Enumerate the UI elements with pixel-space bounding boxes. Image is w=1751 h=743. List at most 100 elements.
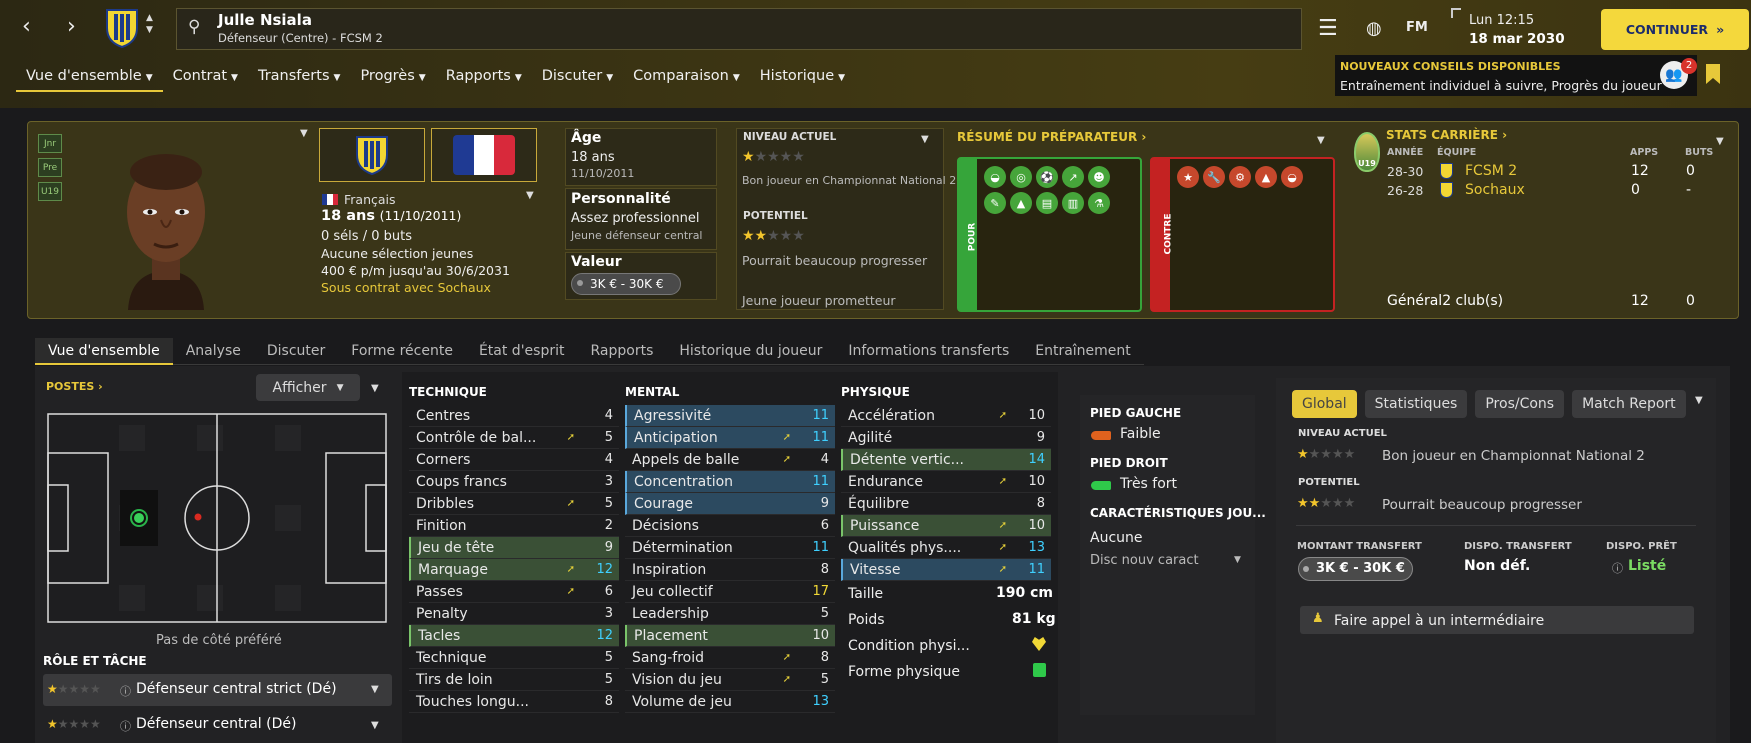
dribble-icon[interactable]: ◒ [984, 166, 1006, 188]
menu-rapports[interactable]: Rapports ▼ [436, 68, 532, 92]
menu-historique[interactable]: Historique ▼ [750, 68, 855, 92]
traits-select[interactable]: Disc nouv caract ▼ [1090, 553, 1250, 573]
info-icon[interactable]: ⓘ [120, 685, 131, 698]
search-bar[interactable] [176, 8, 1302, 50]
transfer-pill[interactable]: 3K € - 30K € [1298, 557, 1413, 581]
attribute-row[interactable]: Marquage ➚ 12 [409, 559, 619, 581]
attribute-row[interactable]: Placement 10 [625, 625, 835, 647]
chevron-down-icon[interactable]: ▼ [300, 128, 308, 139]
attribute-row[interactable]: Inspiration 8 [625, 559, 835, 581]
tab-pros-cons[interactable]: Pros/Cons [1475, 390, 1565, 418]
trend-icon[interactable]: ↗ [1062, 166, 1084, 188]
role-row[interactable] [43, 674, 392, 706]
tab-discuter[interactable]: Discuter [253, 338, 339, 365]
attribute-row[interactable]: Leadership 5 [625, 603, 835, 625]
forward-icon[interactable]: › [67, 14, 76, 39]
chevron-down-icon[interactable]: ▼ [371, 720, 379, 731]
attribute-row[interactable]: Penalty 3 [409, 603, 619, 625]
attribute-row[interactable]: Passes ➚ 6 [409, 581, 619, 603]
tab-vue-ensemble[interactable]: Vue d'ensemble [35, 338, 173, 365]
attribute-row[interactable]: Corners 4 [409, 449, 619, 471]
attribute-row[interactable]: Vitesse ➚ 11 [841, 559, 1051, 581]
attribute-row[interactable]: Jeu de tête 9 [409, 537, 619, 559]
boot-icon[interactable]: ✎ [984, 192, 1006, 214]
attribute-row[interactable]: Coups francs 3 [409, 471, 619, 493]
continue-button[interactable]: CONTINUER » [1601, 9, 1749, 50]
tag-pre[interactable]: Pre [38, 158, 62, 177]
career-row-team[interactable]: Sochaux [1465, 182, 1525, 198]
attribute-row[interactable]: Détente vertic... 14 [841, 449, 1051, 471]
menu-discuter[interactable]: Discuter ▼ [532, 68, 623, 92]
attribute-row[interactable]: Technique 5 [409, 647, 619, 669]
cones-icon[interactable]: ▲ [1010, 192, 1032, 214]
tag-jnr[interactable]: Jnr [38, 134, 62, 153]
wrench-icon[interactable]: 🔧 [1203, 166, 1225, 188]
chevron-down-icon[interactable]: ▼ [1317, 135, 1325, 146]
cones-icon[interactable]: ▲ [1255, 166, 1277, 188]
value-pill[interactable]: 3K € - 30K € [571, 273, 681, 295]
attribute-row[interactable]: Contrôle de bal... ➚ 5 [409, 427, 619, 449]
info-icon[interactable]: ⓘ [1612, 562, 1623, 575]
gears-icon[interactable]: ⚙ [1229, 166, 1251, 188]
career-title[interactable]: STATS CARRIÈRE › [1386, 128, 1508, 142]
attribute-row[interactable]: Dribbles ➚ 5 [409, 493, 619, 515]
tab-analyse[interactable]: Analyse [172, 338, 254, 365]
attribute-row[interactable]: Agilité 9 [841, 427, 1051, 449]
attribute-row[interactable]: Volume de jeu 13 [625, 691, 835, 713]
bookmark-icon[interactable] [1706, 64, 1720, 84]
positions-title[interactable]: POSTES › [46, 380, 103, 393]
search-icon[interactable]: ⚲ [188, 17, 201, 37]
chevron-down-icon[interactable]: ▼ [371, 684, 379, 695]
attribute-row[interactable]: Jeu collectif 17 [625, 581, 835, 603]
back-icon[interactable]: ‹ [22, 14, 31, 39]
tab-forme-recente[interactable]: Forme récente [338, 338, 466, 365]
nation-flag-box[interactable] [431, 128, 537, 182]
attribute-row[interactable]: Courage 9 [625, 493, 835, 515]
tag-u19[interactable]: U19 [38, 182, 62, 201]
tab-rapports[interactable]: Rapports [577, 338, 667, 365]
ball-icon[interactable]: ⚽ [1036, 166, 1058, 188]
tab-transferts[interactable]: Informations transferts [835, 338, 1023, 365]
tab-historique[interactable]: Historique du joueur [666, 338, 836, 365]
star-icon[interactable]: ★ [1177, 166, 1199, 188]
tab-etat-esprit[interactable]: État d'esprit [465, 338, 578, 365]
tab-global[interactable]: Global [1292, 390, 1357, 418]
attribute-row[interactable]: Concentration 11 [625, 471, 835, 493]
attribute-row[interactable]: Endurance ➚ 10 [841, 471, 1051, 493]
attribute-row[interactable]: Anticipation ➚ 11 [625, 427, 835, 449]
menu-transferts[interactable]: Transferts ▼ [248, 68, 350, 92]
attribute-row[interactable]: Sang-froid ➚ 8 [625, 647, 835, 669]
notes-icon[interactable]: ▥ [1062, 192, 1084, 214]
attribute-row[interactable]: Centres 4 [409, 405, 619, 427]
fm-logo-icon[interactable]: FM [1406, 20, 1428, 35]
target-icon[interactable]: ◎ [1010, 166, 1032, 188]
menu-vue-ensemble[interactable]: Vue d'ensemble ▼ [16, 68, 163, 92]
tab-match-report[interactable]: Match Report [1572, 390, 1686, 418]
menu-icon[interactable]: ☰ [1318, 16, 1338, 41]
attribute-row[interactable]: Accélération ➚ 10 [841, 405, 1051, 427]
agent-button[interactable] [1300, 606, 1694, 634]
menu-contrat[interactable]: Contrat ▼ [163, 68, 248, 92]
dribble-icon[interactable]: ◒ [1281, 166, 1303, 188]
attribute-row[interactable]: Tirs de loin 5 [409, 669, 619, 691]
attribute-row[interactable]: Agressivité 11 [625, 405, 835, 427]
attribute-row[interactable]: Appels de balle ➚ 4 [625, 449, 835, 471]
profile-contract[interactable]: Sous contrat avec Sochaux [321, 280, 491, 295]
attribute-row[interactable]: Finition 2 [409, 515, 619, 537]
chevron-down-icon[interactable]: ▼ [1695, 395, 1703, 406]
chevron-down-icon[interactable]: ▼ [371, 383, 379, 394]
club-badge-box[interactable] [319, 128, 425, 182]
show-dropdown[interactable]: Afficher ▼ [256, 374, 360, 401]
advice-panel[interactable] [1335, 55, 1697, 96]
attribute-row[interactable]: Qualités phys.... ➚ 13 [841, 537, 1051, 559]
attribute-row[interactable]: Touches longu... 8 [409, 691, 619, 713]
tab-entrainement[interactable]: Entraînement [1022, 338, 1144, 365]
world-icon[interactable]: ◍ [1366, 18, 1382, 39]
attribute-row[interactable]: Vision du jeu ➚ 5 [625, 669, 835, 691]
chevron-down-icon[interactable]: ▼ [921, 134, 929, 145]
attribute-row[interactable]: Puissance ➚ 10 [841, 515, 1051, 537]
attribute-row[interactable]: Décisions 6 [625, 515, 835, 537]
head-icon[interactable]: ☻ [1088, 166, 1110, 188]
career-row-team[interactable]: FCSM 2 [1465, 163, 1518, 179]
club-switch-icon[interactable]: ▲ ▼ [146, 13, 153, 35]
